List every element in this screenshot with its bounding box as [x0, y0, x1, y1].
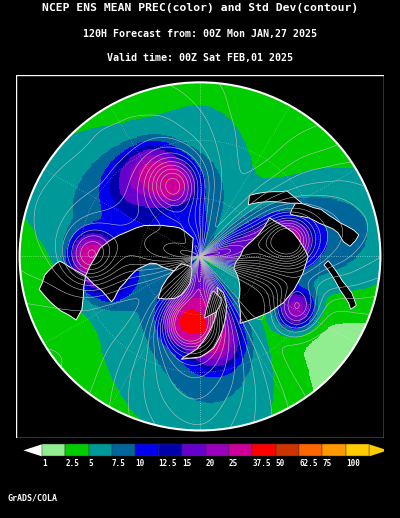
Point [197, 252, 203, 261]
Point [197, 252, 203, 261]
Polygon shape [290, 203, 359, 246]
Text: 120H Forecast from: 00Z Mon JAN,27 2025: 120H Forecast from: 00Z Mon JAN,27 2025 [83, 29, 317, 39]
Text: 62.5: 62.5 [299, 459, 318, 468]
Bar [252, 444, 276, 456]
Text: 20: 20 [206, 459, 215, 468]
Polygon shape [158, 264, 192, 299]
Bar [159, 444, 182, 456]
Text: 37.5: 37.5 [252, 459, 271, 468]
Bar [65, 444, 88, 456]
Text: 1: 1 [42, 459, 46, 468]
Point [197, 252, 203, 261]
Point [197, 252, 203, 261]
Bar [346, 444, 369, 456]
Point [197, 252, 203, 261]
Point [197, 252, 203, 261]
Polygon shape [369, 444, 388, 456]
Bar [88, 444, 112, 456]
Bar [276, 444, 299, 456]
Point [197, 252, 203, 261]
Bar [182, 444, 206, 456]
Text: 12.5: 12.5 [159, 459, 177, 468]
Polygon shape [23, 444, 42, 456]
Text: 10: 10 [135, 459, 144, 468]
Point [197, 252, 203, 261]
Polygon shape [181, 287, 226, 359]
Text: 100: 100 [346, 459, 360, 468]
Text: 5: 5 [88, 459, 93, 468]
Text: 2.5: 2.5 [65, 459, 79, 468]
Text: Valid time: 00Z Sat FEB,01 2025: Valid time: 00Z Sat FEB,01 2025 [107, 53, 293, 63]
Text: 7.5: 7.5 [112, 459, 126, 468]
Text: 75: 75 [322, 459, 332, 468]
Bar [229, 444, 252, 456]
Point [197, 252, 203, 261]
Bar [322, 444, 346, 456]
Polygon shape [248, 191, 303, 205]
Bar [135, 444, 159, 456]
Point [197, 252, 203, 261]
Point [197, 252, 203, 261]
Polygon shape [234, 218, 308, 323]
Polygon shape [39, 225, 193, 320]
Bar [206, 444, 229, 456]
Bar [299, 444, 322, 456]
Polygon shape [204, 291, 221, 318]
Polygon shape [324, 261, 356, 309]
Text: 15: 15 [182, 459, 191, 468]
Text: 25: 25 [229, 459, 238, 468]
Text: NCEP ENS MEAN PREC(color) and Std Dev(contour): NCEP ENS MEAN PREC(color) and Std Dev(co… [42, 3, 358, 13]
Point [197, 252, 203, 261]
Point [197, 252, 203, 261]
Text: 50: 50 [276, 459, 285, 468]
Point [197, 252, 203, 261]
Point [197, 252, 203, 261]
Bar [112, 444, 135, 456]
Bar [42, 444, 65, 456]
Text: GrADS/COLA: GrADS/COLA [8, 494, 58, 502]
